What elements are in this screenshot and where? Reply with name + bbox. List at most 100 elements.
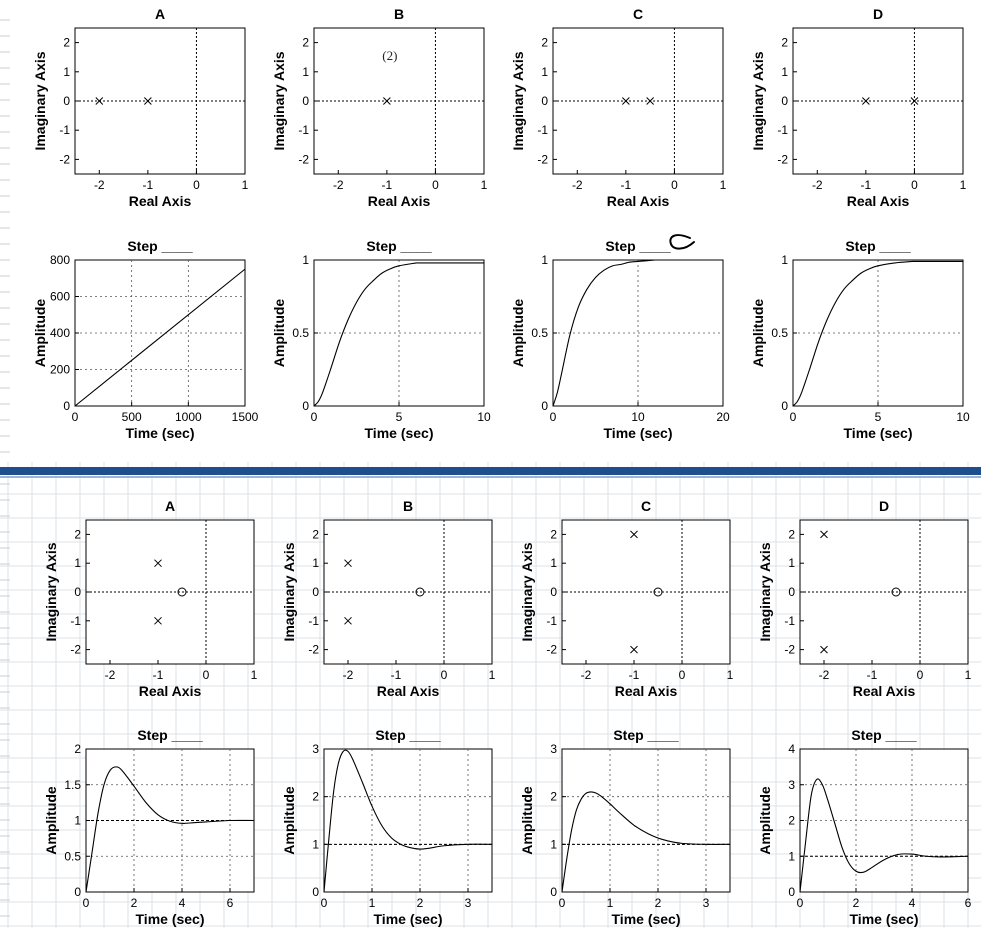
step-response-line — [74, 268, 246, 407]
x-axis-label: Real Axis — [847, 193, 910, 209]
x-axis-label: Time (sec) — [612, 911, 681, 927]
x-tick-label: -1 — [153, 668, 164, 682]
y-axis-label: Amplitude — [519, 786, 535, 855]
y-tick-label: 0 — [781, 399, 788, 413]
y-tick-label: 1 — [788, 556, 795, 570]
chart-title: D — [879, 498, 889, 514]
x-tick-label: 2 — [417, 896, 424, 910]
step-response-line — [799, 778, 969, 893]
y-tick-label: 200 — [50, 363, 70, 377]
pole-marker — [154, 616, 162, 625]
y-tick-label: 0 — [63, 399, 70, 413]
x-tick-label: 1 — [369, 896, 376, 910]
pole-marker — [820, 530, 828, 539]
pole-marker — [862, 97, 870, 105]
y-tick-label: 0 — [302, 94, 309, 108]
y-tick-label: 2 — [312, 527, 319, 541]
y-tick-label: 1 — [63, 65, 70, 79]
chart-title: A — [155, 6, 165, 22]
y-tick-label: 2 — [541, 36, 548, 50]
x-tick-label: -2 — [333, 178, 344, 192]
y-tick-label: 0.5 — [64, 849, 81, 863]
y-tick-label: 0 — [63, 94, 70, 108]
y-tick-label: 0 — [312, 585, 319, 599]
y-axis-label: Amplitude — [757, 786, 773, 855]
y-tick-label: -2 — [70, 643, 81, 657]
x-axis-label: Real Axis — [377, 683, 440, 699]
chart-title: Step ____ — [851, 727, 917, 743]
x-tick-label: -2 — [343, 668, 354, 682]
y-tick-label: 2 — [781, 36, 788, 50]
x-axis-label: Time (sec) — [844, 425, 913, 441]
y-axis-label: Imaginary Axis — [32, 51, 48, 150]
y-tick-label: 2 — [550, 790, 557, 804]
x-tick-label: 6 — [965, 896, 972, 910]
y-tick-label: 0 — [74, 585, 81, 599]
x-tick-label: 3 — [465, 896, 472, 910]
x-tick-label: 6 — [227, 896, 234, 910]
x-tick-label: 0 — [559, 896, 566, 910]
x-tick-label: 0 — [917, 668, 924, 682]
handwritten-mark — [669, 234, 695, 250]
multiplicity-annotation: (2) — [382, 48, 397, 63]
x-axis-label: Real Axis — [615, 683, 678, 699]
y-tick-label: 2 — [302, 36, 309, 50]
x-axis-label: Time (sec) — [365, 425, 434, 441]
x-tick-label: 2 — [853, 896, 860, 910]
y-tick-label: -1 — [546, 614, 557, 628]
x-axis-label: Time (sec) — [136, 911, 205, 927]
y-axis-label: Imaginary Axis — [43, 542, 59, 641]
x-tick-label: 1 — [607, 896, 614, 910]
y-tick-label: 0.5 — [292, 326, 309, 340]
x-axis-label: Time (sec) — [374, 911, 443, 927]
pole-marker — [95, 97, 104, 105]
chart-2: -2 -1 0 1 2 1 0 -1 -2 C Real Axis Imaginary Axis — [510, 6, 727, 209]
y-tick-label: -2 — [298, 152, 309, 166]
y-tick-label: 1 — [781, 65, 788, 79]
chart-1: -2 -1 0 1 2 1 0 -1 -2 B Real Axis Imaginary Axis (2) — [271, 6, 488, 209]
y-tick-label: 1 — [74, 814, 81, 828]
chart-14: 0 1 2 3 3 2 1 0 Step ____ Time (sec) Amplitude — [519, 727, 731, 927]
pole-marker — [630, 645, 638, 654]
x-tick-label: 1 — [481, 178, 488, 192]
y-tick-label: 1 — [74, 556, 81, 570]
y-tick-label: 400 — [50, 326, 70, 340]
x-axis-label: Real Axis — [607, 193, 670, 209]
step-response-line — [313, 262, 484, 407]
chart-3: -2 -1 0 1 2 1 0 -1 -2 D Real Axis Imaginary Axis — [750, 6, 967, 209]
y-tick-label: 1 — [541, 65, 548, 79]
x-tick-label: 1 — [965, 668, 972, 682]
y-tick-label: -1 — [537, 123, 548, 137]
pole-marker — [622, 97, 630, 105]
x-tick-label: 0 — [203, 668, 210, 682]
step-response-line — [552, 259, 723, 407]
y-axis-label: Amplitude — [43, 786, 59, 855]
zero-marker — [653, 587, 663, 597]
y-tick-label: 0.5 — [771, 326, 788, 340]
chart-title: A — [165, 498, 175, 514]
y-tick-label: -2 — [546, 643, 557, 657]
chart-11: -2 -1 0 1 2 1 0 -1 -2 D Real Axis Imaginary Axis — [757, 498, 972, 699]
x-tick-label: 5 — [875, 410, 882, 424]
y-tick-label: 3 — [788, 778, 795, 792]
chart-9: -2 -1 0 1 2 1 0 -1 -2 B Real Axis Imaginary Axis — [281, 498, 496, 699]
y-tick-label: 1 — [550, 556, 557, 570]
x-tick-label: -2 — [812, 178, 823, 192]
x-tick-label: 0 — [321, 896, 328, 910]
pole-marker — [154, 559, 162, 568]
y-tick-label: 2 — [63, 36, 70, 50]
chart-title: Step ____ — [137, 727, 203, 743]
x-tick-label: 0 — [911, 178, 918, 192]
x-tick-label: 0 — [441, 668, 448, 682]
x-tick-label: 0 — [311, 410, 318, 424]
y-tick-label: 2 — [788, 814, 795, 828]
y-axis-label: Imaginary Axis — [750, 51, 766, 150]
y-axis-label: Imaginary Axis — [510, 51, 526, 150]
y-tick-label: -1 — [784, 614, 795, 628]
chart-0: -2 -1 0 1 2 1 0 -1 -2 A Real Axis Imaginary Axis — [32, 6, 249, 209]
zero-marker — [891, 587, 901, 597]
y-tick-label: -1 — [298, 123, 309, 137]
y-tick-label: 2 — [312, 790, 319, 804]
chart-15: 0 2 4 6 4 3 2 1 0 Step ____ Time (sec) Amplitude — [757, 727, 972, 927]
pole-marker — [144, 97, 152, 105]
